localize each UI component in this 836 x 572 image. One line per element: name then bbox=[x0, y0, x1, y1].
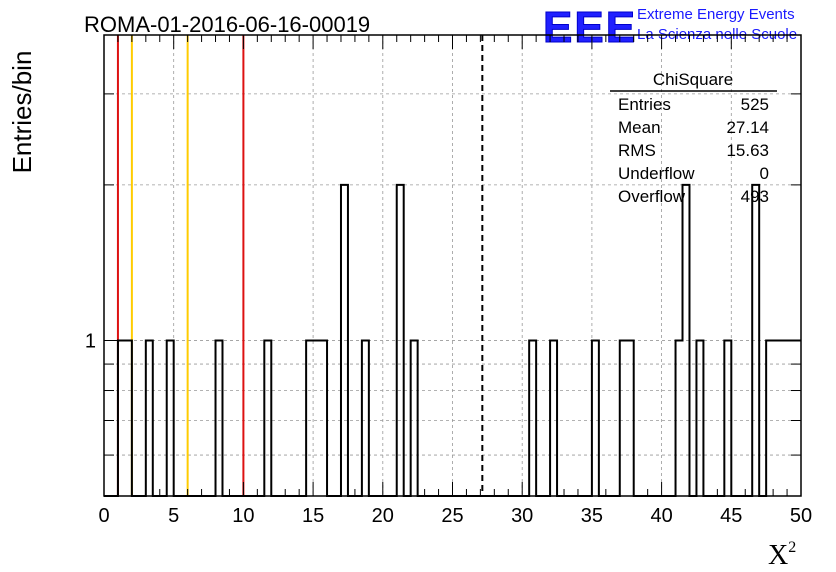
x-tick-label: 20 bbox=[372, 505, 394, 527]
y-axis-label: Entries/bin bbox=[7, 51, 37, 174]
chart-title: ROMA-01-2016-06-16-00019 bbox=[84, 12, 370, 37]
stats-row-value: 0 bbox=[760, 164, 769, 183]
stats-row-label: Mean bbox=[618, 118, 661, 137]
x-tick-label: 40 bbox=[650, 505, 672, 527]
stats-row-label: Entries bbox=[618, 95, 671, 114]
stats-rows: Entries 525 Mean 27.14 RMS 15.63 Underflow 0 Ove… bbox=[618, 95, 769, 206]
x-tick-label: 30 bbox=[511, 505, 533, 527]
reference-lines bbox=[116, 35, 484, 496]
eee-logo: EEE Extreme Energy Events La Scienza nel… bbox=[543, 3, 798, 53]
x-tick-label: 50 bbox=[790, 505, 812, 527]
stats-row-value: 525 bbox=[741, 95, 769, 114]
x-tick-label: 5 bbox=[168, 505, 179, 527]
stats-title: ChiSquare bbox=[653, 70, 733, 89]
y-tick-label: 1 bbox=[85, 330, 96, 352]
stats-row-value: 27.14 bbox=[726, 118, 769, 137]
x-tick-label: 10 bbox=[232, 505, 254, 527]
eee-logo-text: EEE bbox=[543, 3, 637, 52]
stats-box: ChiSquare Entries 525 Mean 27.14 RMS 15.63 Und… bbox=[610, 70, 777, 206]
x-tick-label: 25 bbox=[441, 505, 463, 527]
x-tick-label: 35 bbox=[581, 505, 603, 527]
x-axis-label-symbol: X bbox=[768, 540, 788, 571]
branding-line1: Extreme Energy Events bbox=[637, 6, 795, 23]
x-axis-label: X2 bbox=[768, 539, 796, 571]
stats-row-label: RMS bbox=[618, 141, 656, 160]
x-tick-labels: 0 5 10 15 20 25 30 35 40 45 50 bbox=[98, 505, 812, 527]
x-tick-label: 15 bbox=[302, 505, 324, 527]
stats-row-label: Underflow bbox=[618, 164, 695, 183]
stats-row-label: Overflow bbox=[618, 187, 686, 206]
stats-row-value: 493 bbox=[741, 187, 769, 206]
stats-row-value: 15.63 bbox=[726, 141, 769, 160]
x-tick-label: 0 bbox=[98, 505, 109, 527]
x-tick-label: 45 bbox=[720, 505, 742, 527]
x-axis-label-superscript: 2 bbox=[788, 539, 796, 556]
y-tick-labels: 1 bbox=[85, 330, 96, 352]
plot-frame bbox=[103, 34, 802, 497]
